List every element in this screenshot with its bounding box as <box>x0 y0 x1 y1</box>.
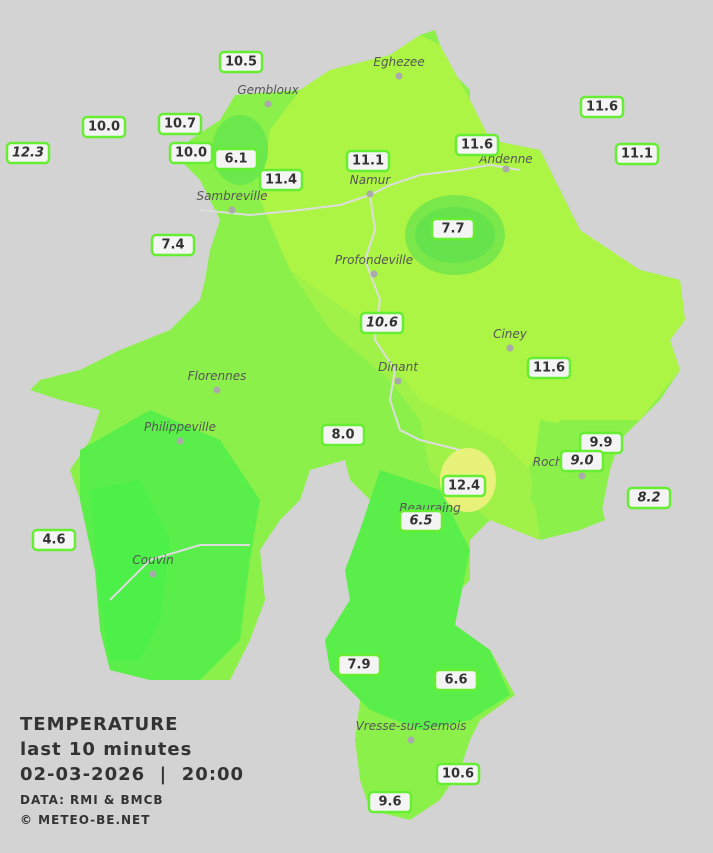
station-box <box>5 141 51 165</box>
city-name: Eghezee <box>373 55 424 69</box>
legend-copyright: © METEO-BE.NET <box>20 813 150 827</box>
station-value: 10.5 <box>225 55 257 70</box>
station-box <box>157 112 203 136</box>
station-box <box>614 142 660 166</box>
station-box <box>150 233 196 257</box>
city-dot <box>176 437 184 445</box>
station-value: 9.6 <box>378 795 401 810</box>
station-value: 7.9 <box>347 658 370 673</box>
station-box <box>433 668 479 692</box>
station-box <box>398 509 444 533</box>
legend-period: last 10 minutes <box>20 739 192 760</box>
station-box <box>454 133 500 157</box>
city-dot <box>394 377 402 385</box>
station-box <box>336 653 382 677</box>
city-dot <box>407 736 415 744</box>
city-dot <box>228 206 236 214</box>
station-box <box>559 449 605 473</box>
station-box <box>441 474 487 498</box>
station-value: 8.0 <box>331 428 354 443</box>
station-value: 11.1 <box>621 147 653 162</box>
station-value: 10.0 <box>175 146 207 161</box>
station-value: 11.1 <box>352 154 384 169</box>
station-value: 11.6 <box>461 138 493 153</box>
station-box <box>258 168 304 192</box>
station-value: 4.6 <box>42 533 65 548</box>
station-box <box>81 115 127 139</box>
station-value: 7.4 <box>161 238 184 253</box>
station-value: 10.0 <box>88 120 120 135</box>
station-box <box>168 141 214 165</box>
station-box <box>345 149 391 173</box>
city-dot <box>149 570 157 578</box>
city-name: Florennes <box>188 369 247 383</box>
city-name: Ciney <box>493 327 528 341</box>
legend-datetime: 02-03-2026 | 20:00 <box>20 764 244 785</box>
city-name: Profondeville <box>335 253 413 267</box>
city-dot <box>395 72 403 80</box>
station-value: 11.6 <box>533 361 565 376</box>
station-box <box>218 50 264 74</box>
station-value: 12.3 <box>12 146 44 161</box>
station-box <box>626 486 672 510</box>
city-dot <box>213 386 221 394</box>
station-box <box>213 147 259 171</box>
city-name: Gembloux <box>237 83 299 97</box>
station-value: 6.6 <box>444 673 467 688</box>
station-box <box>435 762 481 786</box>
station-box <box>320 423 366 447</box>
legend-heading: TEMPERATURE <box>20 714 178 735</box>
station-value: 10.6 <box>442 767 474 782</box>
station-value: 10.7 <box>164 117 196 132</box>
station-value: 11.6 <box>586 100 618 115</box>
city-name: Sambreville <box>196 189 267 203</box>
city-name: Namur <box>350 173 392 187</box>
station-box <box>579 95 625 119</box>
station-value: 11.4 <box>265 173 297 188</box>
legend-source: DATA: RMI & BMCB <box>20 793 164 807</box>
station-box <box>526 356 572 380</box>
station-box <box>367 790 413 814</box>
city-dot <box>370 270 378 278</box>
city-name: Philippeville <box>144 420 216 434</box>
station-box <box>31 528 77 552</box>
city-dot <box>578 472 586 480</box>
city-dot <box>502 165 510 173</box>
station-box <box>359 311 405 335</box>
station-value: 9.9 <box>589 436 612 451</box>
cold-zone <box>90 480 170 660</box>
station-value: 8.2 <box>637 491 660 506</box>
station-value: 9.0 <box>570 454 593 469</box>
city-dot <box>264 100 272 108</box>
city-dot <box>366 190 374 198</box>
city-name: Vresse-sur-Semois <box>356 719 467 733</box>
station-value: 12.4 <box>448 479 480 494</box>
city-name: Dinant <box>378 360 419 374</box>
station-value: 6.5 <box>409 514 432 529</box>
city-dot <box>506 344 514 352</box>
station-layer: 10.5 10.0 10.7 12.3 10.0 6.1 11.4 11.1 11.6 11.6 1… <box>5 50 672 814</box>
station-value: 7.7 <box>441 222 464 237</box>
station-box <box>430 217 476 241</box>
river <box>109 163 521 601</box>
station-value: 10.6 <box>366 316 398 331</box>
city-name: Couvin <box>132 553 173 567</box>
station-value: 6.1 <box>224 152 247 167</box>
city-layer: EghezeeGemblouxAndenneNamurSambrevillePr… <box>132 55 593 744</box>
